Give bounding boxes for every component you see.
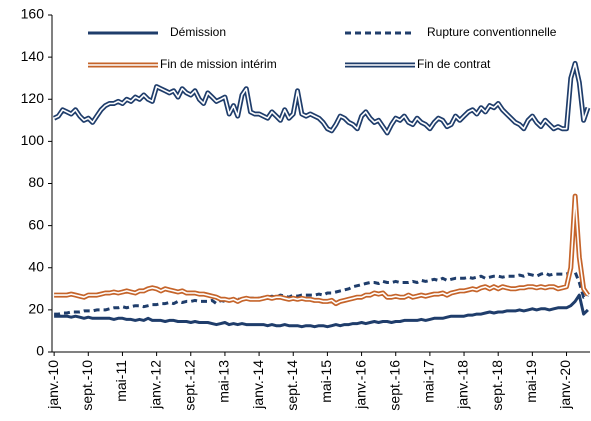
- legend-label: Fin de contrat: [417, 57, 491, 71]
- x-tick-label: janv.-16: [352, 360, 368, 410]
- x-tick-label: mai-19: [523, 360, 539, 403]
- x-tick-label: sept.-10: [79, 360, 95, 411]
- x-tick-label: mai-13: [216, 360, 232, 403]
- x-tick-label: janv.-14: [250, 360, 266, 410]
- legend-label: Rupture conventionnelle: [427, 25, 557, 39]
- y-tick-label: 20: [28, 301, 44, 317]
- y-tick-label: 120: [21, 90, 45, 106]
- y-tick-label: 100: [21, 132, 45, 148]
- x-tick-label: sept.-12: [181, 360, 197, 411]
- x-tick-label: sept.-16: [386, 360, 402, 411]
- legend-label: Fin de mission intérim: [160, 57, 277, 71]
- x-tick-label: janv.-20: [557, 360, 573, 410]
- y-tick-label: 160: [21, 6, 45, 22]
- y-tick-label: 0: [36, 343, 44, 359]
- x-tick-label: janv.-12: [147, 360, 163, 410]
- x-tick-label: sept.-14: [284, 360, 300, 411]
- x-tick-label: mai-11: [113, 360, 129, 402]
- series-line: [54, 270, 589, 316]
- series-line-inner: [54, 195, 589, 305]
- series-line-inner: [53, 62, 589, 134]
- x-tick-label: mai-17: [421, 360, 437, 403]
- x-tick-label: janv.-18: [455, 360, 471, 410]
- legend-label: Démission: [170, 25, 226, 39]
- y-tick-label: 60: [28, 216, 44, 232]
- x-tick-label: mai-15: [318, 360, 334, 403]
- y-tick-label: 80: [28, 174, 44, 190]
- y-tick-label: 140: [21, 48, 45, 64]
- x-tick-label: sept.-18: [489, 360, 505, 411]
- y-tick-label: 40: [28, 258, 44, 274]
- x-tick-label: janv.-10: [45, 360, 61, 410]
- series-line: [54, 293, 589, 329]
